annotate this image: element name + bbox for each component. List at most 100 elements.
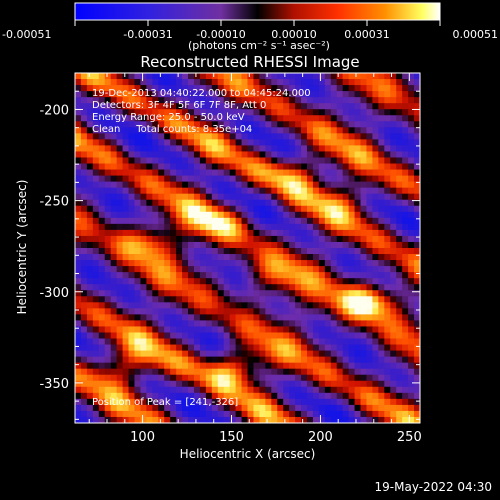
heatmap-cell: [176, 290, 183, 297]
heatmap-cell: [384, 290, 391, 297]
heatmap-cell: [277, 266, 284, 273]
heatmap-cell: [384, 115, 391, 122]
heatmap-cell: [348, 235, 355, 243]
heatmap-cell: [158, 175, 165, 183]
heatmap-cell: [402, 272, 409, 279]
heatmap-cell: [354, 97, 361, 104]
heatmap-cell: [318, 175, 326, 183]
heatmap-cell: [318, 109, 326, 116]
heatmap-cell: [86, 290, 94, 297]
heatmap-cell: [277, 73, 284, 80]
heatmap-cell: [170, 127, 177, 134]
heatmap-cell: [390, 151, 397, 158]
heatmap-cell: [229, 356, 237, 364]
heatmap-cell: [318, 356, 326, 364]
heatmap-cell: [277, 362, 284, 370]
heatmap-cell: [199, 302, 207, 309]
heatmap-cell: [98, 278, 106, 285]
heatmap-cell: [301, 85, 308, 92]
heatmap-cell: [235, 314, 242, 321]
heatmap-cell: [390, 248, 397, 255]
heatmap-cell: [402, 157, 409, 164]
heatmap-cell: [247, 121, 254, 128]
heatmap-cell: [75, 145, 82, 152]
heatmap-cell: [134, 338, 141, 345]
heatmap-cell: [122, 103, 129, 110]
heatmap-cell: [134, 163, 141, 170]
heatmap-cell: [306, 266, 314, 273]
heatmap-cell: [271, 169, 278, 176]
heatmap-cell: [199, 205, 207, 213]
heatmap-cell: [312, 350, 320, 358]
heatmap-cell: [116, 241, 123, 249]
heatmap-cell: [241, 157, 248, 164]
heatmap-cell: [301, 404, 308, 412]
heatmap-cell: [128, 175, 135, 183]
heatmap-cell: [253, 260, 260, 267]
heatmap-cell: [86, 338, 94, 345]
heatmap-cell: [396, 314, 403, 321]
heatmap-cell: [402, 169, 409, 176]
heatmap-cell: [80, 127, 88, 134]
heatmap-cell: [283, 320, 290, 327]
heatmap-cell: [354, 392, 361, 400]
heatmap-cell: [312, 229, 320, 237]
heatmap-cell: [372, 272, 379, 279]
heatmap-cell: [75, 368, 82, 376]
heatmap-cell: [390, 362, 397, 370]
heatmap-cell: [318, 199, 326, 207]
heatmap-cell: [324, 205, 332, 213]
heatmap-cell: [164, 326, 171, 333]
heatmap-cell: [170, 398, 177, 406]
heatmap-cell: [92, 392, 100, 400]
heatmap-cell: [265, 157, 272, 164]
heatmap-cell: [265, 260, 272, 267]
heatmap-cell: [253, 416, 260, 424]
heatmap-cell: [158, 374, 165, 382]
heatmap-cell: [241, 344, 248, 351]
heatmap-cell: [146, 338, 153, 345]
heatmap-cell: [235, 278, 242, 285]
heatmap-cell: [378, 350, 385, 358]
heatmap-cell: [235, 404, 242, 412]
heatmap-cell: [229, 344, 237, 351]
heatmap-cell: [414, 151, 421, 158]
heatmap-cell: [259, 79, 266, 86]
heatmap-cell: [336, 133, 344, 140]
heatmap-cell: [122, 254, 129, 261]
heatmap-cell: [176, 320, 183, 327]
heatmap-cell: [408, 404, 415, 412]
heatmap-cell: [75, 109, 82, 116]
heatmap-cell: [259, 127, 266, 134]
heatmap-cell: [229, 85, 237, 92]
heatmap-cell: [396, 133, 403, 140]
heatmap-cell: [146, 374, 153, 382]
heatmap-cell: [259, 266, 266, 273]
heatmap-cell: [140, 356, 147, 364]
heatmap-cell: [372, 398, 379, 406]
heatmap-cell: [104, 175, 112, 183]
heatmap-cell: [372, 332, 379, 339]
heatmap-cell: [110, 296, 118, 303]
heatmap-cell: [128, 374, 135, 382]
heatmap-cell: [170, 157, 177, 164]
heatmap-cell: [265, 193, 272, 201]
heatmap-cell: [384, 356, 391, 364]
heatmap-cell: [110, 115, 118, 122]
heatmap-cell: [211, 229, 219, 237]
heatmap-cell: [354, 211, 361, 219]
heatmap-cell: [188, 163, 195, 170]
heatmap-cell: [241, 380, 248, 388]
heatmap-cell: [223, 97, 231, 104]
heatmap-cell: [301, 380, 308, 388]
heatmap-cell: [122, 217, 129, 225]
heatmap-cell: [128, 404, 135, 412]
heatmap-cell: [283, 139, 290, 146]
heatmap-cell: [86, 97, 94, 104]
heatmap-cell: [182, 97, 189, 104]
heatmap-cell: [86, 145, 94, 152]
heatmap-cell: [259, 223, 266, 231]
heatmap-cell: [199, 91, 207, 98]
heatmap-cell: [182, 193, 189, 201]
heatmap-cell: [241, 229, 248, 237]
